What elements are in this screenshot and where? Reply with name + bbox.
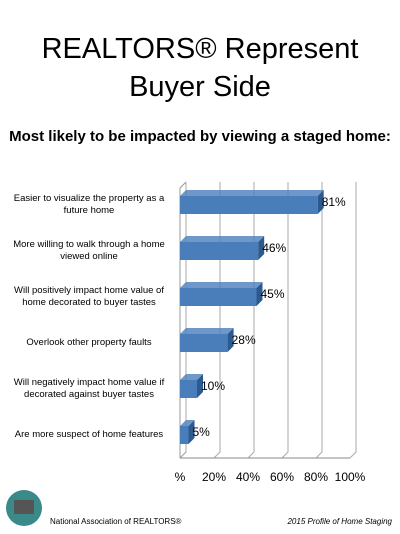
bar-side — [227, 328, 234, 352]
bar — [180, 380, 197, 398]
bar-top — [180, 420, 195, 426]
x-tick-label: 100% — [335, 470, 366, 484]
value-label: 45% — [261, 287, 285, 301]
footer-right: 2015 Profile of Home Staging — [286, 517, 392, 526]
bar-top — [180, 374, 203, 380]
grid-line — [179, 182, 187, 459]
grid-line — [247, 182, 255, 459]
bar — [180, 334, 228, 352]
x-tick-label: % — [175, 470, 186, 484]
x-tick-label: 20% — [202, 470, 226, 484]
footer-left: National Association of REALTORS® — [50, 517, 182, 526]
bar-top — [180, 236, 265, 242]
plot-frame — [179, 181, 187, 459]
bar-top — [180, 328, 234, 334]
bar-side — [317, 190, 324, 214]
x-tick-label: 80% — [304, 470, 328, 484]
value-label: 10% — [201, 379, 225, 393]
bar-top — [180, 190, 324, 196]
value-label: 28% — [232, 333, 256, 347]
bar-side — [188, 420, 195, 444]
value-label: 46% — [262, 241, 286, 255]
logo-inner — [14, 500, 34, 514]
y-tick-label: Will positively impact home value of hom… — [14, 285, 164, 308]
bar — [180, 288, 257, 306]
y-tick-label: Overlook other property faults — [26, 337, 152, 348]
grid-line — [315, 182, 323, 459]
value-label: 81% — [322, 195, 346, 209]
x-tick-label: 40% — [236, 470, 260, 484]
grid-line — [349, 182, 357, 459]
bar-side — [197, 374, 203, 398]
bar — [180, 426, 189, 444]
bar — [180, 196, 318, 214]
y-tick-label: Are more suspect of home features — [14, 429, 164, 440]
grid-line — [281, 182, 289, 459]
x-tick-label: 60% — [270, 470, 294, 484]
grid-line — [213, 182, 221, 459]
bar-side — [256, 282, 263, 306]
bar-side — [258, 236, 265, 260]
chart-title: REALTORS® Represent Buyer Side — [42, 33, 359, 103]
chart-subtitle: Most likely to be impacted by viewing a … — [9, 128, 391, 145]
bar-top — [180, 282, 263, 288]
y-tick-label: Will negatively impact home value if dec… — [13, 377, 165, 400]
y-tick-label: Easier to visualize the property as a fu… — [13, 193, 165, 216]
value-label: 5% — [193, 425, 211, 439]
y-tick-label: More willing to walk through a home view… — [13, 239, 165, 262]
bar — [180, 242, 259, 260]
